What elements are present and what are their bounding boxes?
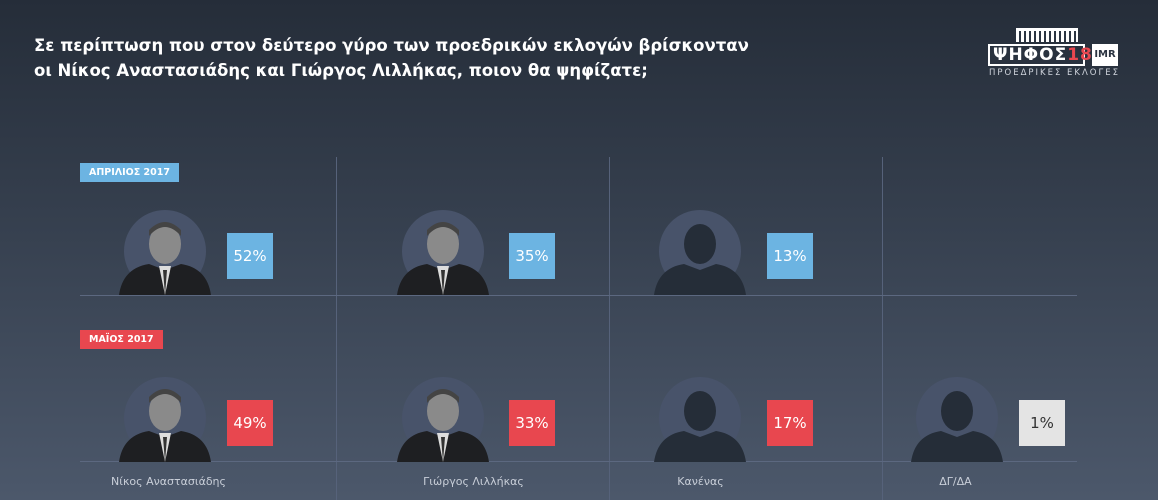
candidate-photo xyxy=(119,385,211,462)
title-line-2: οι Νίκος Αναστασιάδης και Γιώργος Λιλλήκ… xyxy=(34,61,648,80)
psifos18-logo: ΨΗΦΟΣ18 IMR ΠΡΟΕΔΡΙΚΕΣ ΕΚΛΟΓΕΣ xyxy=(988,28,1133,80)
candidate-name: ΔΓ/ΔΑ xyxy=(939,475,972,488)
row-divider xyxy=(80,461,1077,462)
candidate-name: Νίκος Αναστασιάδης xyxy=(111,475,226,488)
percentage-box: 1% xyxy=(1019,400,1065,446)
candidate-name: Κανένας xyxy=(677,475,724,488)
candidate-photo xyxy=(397,218,489,295)
imr-logo: IMR xyxy=(1092,44,1118,66)
building-icon xyxy=(1016,28,1078,42)
silhouette-icon xyxy=(654,218,746,295)
question-title: Σε περίπτωση που στον δεύτερο γύρο των π… xyxy=(34,33,794,83)
badge-may-2017: ΜΑΪΟΣ 2017 xyxy=(80,330,163,349)
badge-april-2017: ΑΠΡΙΛΙΟΣ 2017 xyxy=(80,163,180,182)
candidate-photo xyxy=(397,385,489,462)
percentage-box: 52% xyxy=(227,233,273,279)
column-divider xyxy=(336,157,337,500)
candidate-name: Γιώργος Λιλλήκας xyxy=(423,475,524,488)
percentage-box: 17% xyxy=(767,400,813,446)
column-divider xyxy=(609,157,610,500)
logo-main: ΨΗΦΟΣ18 xyxy=(988,44,1092,66)
silhouette-icon xyxy=(911,385,1003,462)
row-divider xyxy=(80,295,1077,296)
column-divider xyxy=(882,157,883,500)
logo-subtitle: ΠΡΟΕΔΡΙΚΕΣ ΕΚΛΟΓΕΣ xyxy=(989,68,1120,78)
silhouette-icon xyxy=(654,385,746,462)
percentage-box: 13% xyxy=(767,233,813,279)
percentage-box: 49% xyxy=(227,400,273,446)
candidate-photo xyxy=(119,218,211,295)
percentage-box: 33% xyxy=(509,400,555,446)
title-line-1: Σε περίπτωση που στον δεύτερο γύρο των π… xyxy=(34,36,749,55)
percentage-box: 35% xyxy=(509,233,555,279)
